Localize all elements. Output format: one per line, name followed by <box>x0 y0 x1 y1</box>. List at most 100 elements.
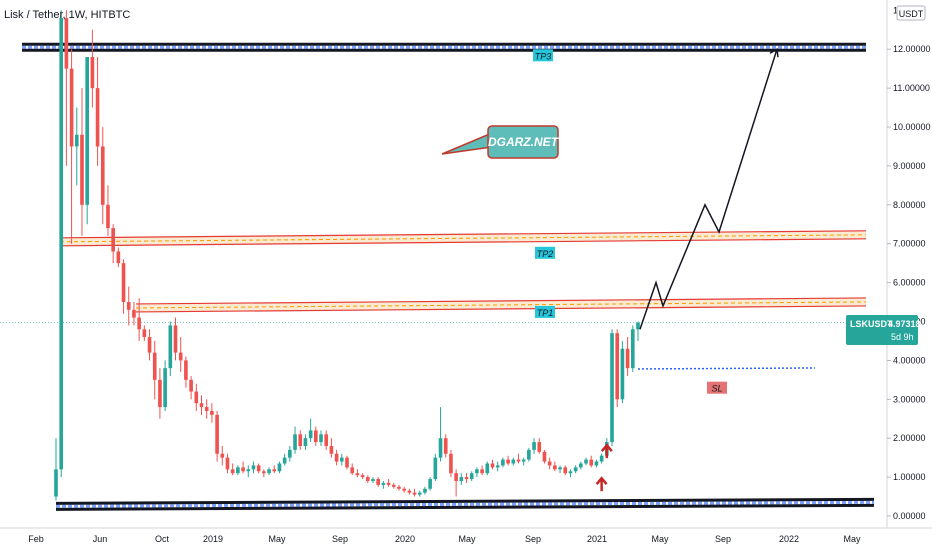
callout-box <box>487 125 559 159</box>
y-tick-label: 0.00000 <box>893 511 926 521</box>
candle-body <box>293 434 297 450</box>
candle-body <box>428 479 432 489</box>
candle-body <box>132 309 136 318</box>
price-label-value: 4.97318 <box>888 319 921 329</box>
level-lines <box>0 42 887 511</box>
candle-body <box>189 379 193 392</box>
x-tick-label: Jun <box>93 534 108 544</box>
candle-body <box>625 348 630 369</box>
candle-body <box>303 438 308 446</box>
tp3-label-bg <box>533 49 553 62</box>
candle-body <box>490 463 495 468</box>
candle-body <box>314 430 318 443</box>
sl-label-bg <box>707 381 727 394</box>
candle-body <box>69 68 74 147</box>
candle-body <box>142 329 147 338</box>
candle-body <box>100 146 105 205</box>
candle-body <box>371 479 375 481</box>
candle-body <box>589 459 594 466</box>
candle-body <box>173 325 178 353</box>
tp1-band-top <box>135 297 867 305</box>
candle-body <box>381 482 386 485</box>
y-tick-label: 3.00000 <box>893 394 926 404</box>
candle-body <box>215 414 219 454</box>
candle-body <box>298 434 303 446</box>
candle-body <box>630 329 635 369</box>
candle-body <box>80 134 84 205</box>
candle-body <box>386 482 391 485</box>
sl-line <box>637 367 816 370</box>
candle-body <box>236 467 240 474</box>
candle-body <box>553 465 557 470</box>
watermark-text: DGARZ.NET <box>488 135 560 149</box>
candle-body <box>339 457 344 462</box>
candle-body <box>184 360 188 380</box>
currency-badge-label: USDT <box>899 9 924 19</box>
candle-body <box>230 469 235 474</box>
candle-body <box>542 451 547 462</box>
candle-body <box>469 473 474 480</box>
y-tick-label: 4.00000 <box>893 355 926 365</box>
currency-badge[interactable]: USDT <box>896 5 926 21</box>
candle-body <box>137 317 141 330</box>
x-tick-label: 2021 <box>587 534 607 544</box>
price-label-symbol: LSKUSDT <box>850 319 893 329</box>
tp2-band-fill <box>60 230 866 246</box>
candle-body <box>584 459 588 464</box>
projection <box>639 47 779 330</box>
level-labels: TP3 TP2 TP1 SL <box>533 49 727 492</box>
candle-body <box>516 459 521 462</box>
candle-body <box>417 492 422 495</box>
candle-body <box>568 471 573 474</box>
tp1-label-bg <box>535 305 555 318</box>
candle-body <box>225 457 230 470</box>
candle-body <box>121 263 126 303</box>
sl-label-text: SL <box>711 384 722 394</box>
candle-body <box>256 465 261 472</box>
candle-body <box>241 467 245 472</box>
support-band-top <box>55 497 875 505</box>
tp2-label: TP2 <box>535 246 555 259</box>
candle-body <box>537 442 542 452</box>
x-tick-label: Sep <box>525 534 541 544</box>
candle-body <box>324 434 329 446</box>
candle-body <box>610 333 614 443</box>
candle-body <box>262 471 266 474</box>
candle-body <box>573 467 578 472</box>
candle-body <box>85 56 89 205</box>
tp2-label-text: TP2 <box>537 249 554 259</box>
y-tick-label: 6.00000 <box>893 278 926 288</box>
candle-body <box>158 379 162 408</box>
candle-body <box>267 469 271 474</box>
x-tick-label: Feb <box>28 534 44 544</box>
candle-body <box>288 449 292 458</box>
candle-body <box>506 459 510 464</box>
candle-body <box>178 352 183 361</box>
support-band-bottom <box>55 503 875 511</box>
tp1-band-bottom <box>135 305 867 313</box>
candle-body <box>334 453 339 462</box>
up-arrow <box>600 443 613 459</box>
candle-body <box>319 434 323 443</box>
candle-body <box>532 442 536 450</box>
tp1-label-text: TP1 <box>537 308 554 318</box>
up-arrow <box>595 476 608 492</box>
candle-body <box>376 479 380 485</box>
tp1-label: TP1 <box>535 305 555 318</box>
x-tick-label: 2019 <box>203 534 223 544</box>
candle-body <box>194 391 199 404</box>
candle-body <box>365 477 370 481</box>
candle-body <box>210 410 214 415</box>
candle-body <box>126 302 131 310</box>
candle-body <box>511 459 516 464</box>
candle-body <box>521 459 526 462</box>
candle-body <box>391 484 396 487</box>
candle-body <box>204 407 209 411</box>
projection-arrowhead <box>769 47 779 58</box>
candle-body <box>485 463 490 474</box>
projection-path <box>639 48 778 330</box>
candle-body <box>106 204 110 229</box>
candle-body <box>449 453 453 474</box>
